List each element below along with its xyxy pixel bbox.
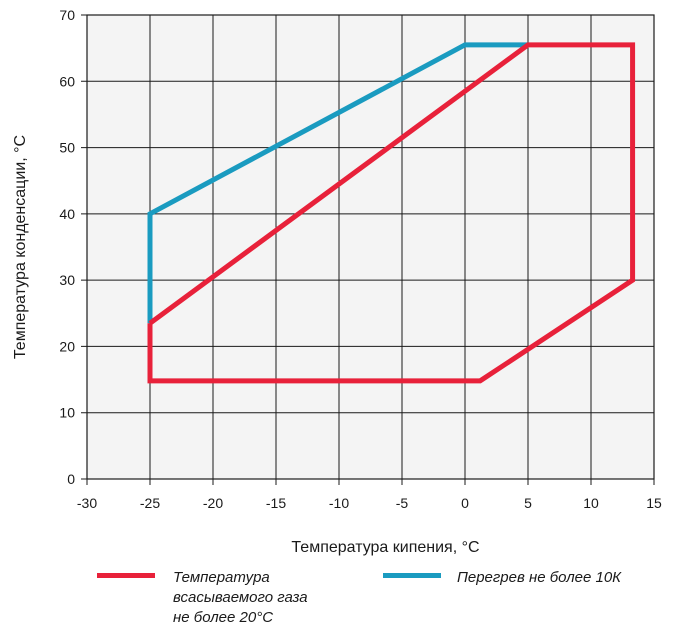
y-tick-label: 60 [59,73,75,89]
legend-swatch-blue [383,573,441,578]
legend-label-red: Температура всасываемого газа не более 2… [173,568,308,628]
x-tick-label: -30 [77,495,97,511]
series-line-red [147,42,636,384]
x-axis-label: Температура кипения, °С [291,539,479,556]
y-axis-label: Температура конденсации, °С [12,135,29,359]
x-tick-label: -25 [140,495,160,511]
y-tick-label: 30 [59,272,75,288]
legend-label-blue: Перегрев не более 10К [457,568,621,588]
legend-label-blue-line1: Перегрев не более 10К [457,569,622,586]
x-tick-labels: -30 -25 -20 -15 -10 -5 0 5 10 15 [77,495,662,511]
x-tick-label: -15 [266,495,286,511]
x-tick-label: 15 [646,495,662,511]
legend-swatch-red [97,573,155,578]
x-tick-label: -10 [329,495,349,511]
y-tick-label: 10 [59,405,75,421]
series-line-blue [147,42,528,324]
x-tick-label: -20 [203,495,223,511]
legend-label-red-line1: Температура [173,569,270,586]
legend-label-red-line2: всасываемого газа [173,589,308,606]
x-tick-label: 5 [524,495,532,511]
x-tick-label: 0 [461,495,469,511]
y-tick-label: 40 [59,206,75,222]
legend-label-red-line3: не более 20°С [173,609,274,626]
y-tick-label: 70 [59,7,75,23]
grid-lines [81,14,655,485]
x-tick-label: 10 [583,495,599,511]
y-tick-label: 50 [59,140,75,156]
y-tick-labels: 0 10 20 30 40 50 60 70 [59,7,75,487]
y-tick-label: 20 [59,338,75,354]
plot-area [86,14,655,480]
x-tick-label: -5 [396,495,409,511]
y-tick-label: 0 [67,471,75,487]
series-lines [147,42,636,384]
